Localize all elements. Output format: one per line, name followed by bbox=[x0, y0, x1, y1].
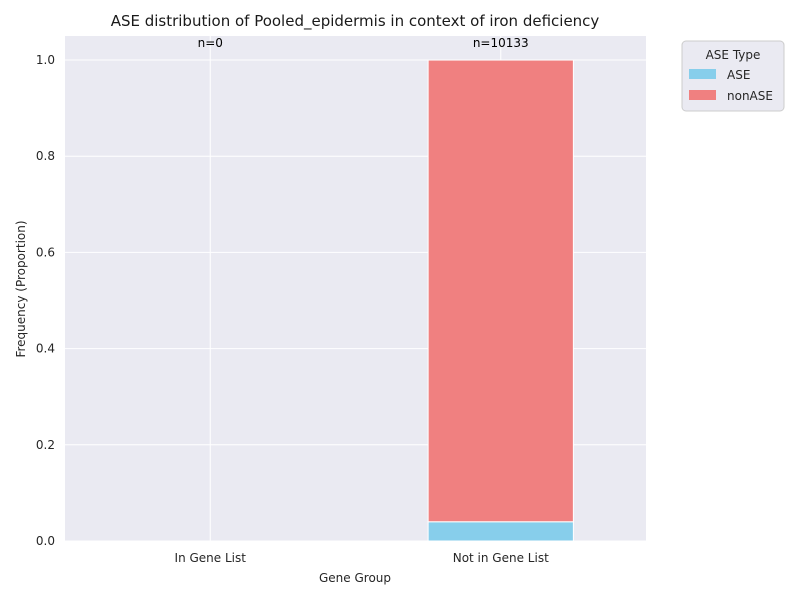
x-tick-label: In Gene List bbox=[175, 551, 247, 565]
legend: ASE Type ASE nonASE bbox=[681, 40, 785, 112]
y-tick-label: 1.0 bbox=[36, 53, 55, 67]
legend-label-ase: ASE bbox=[727, 68, 750, 82]
legend-swatch-nonase bbox=[689, 90, 716, 100]
y-axis-ticks: 0.0 0.2 0.4 0.6 0.8 1.0 bbox=[36, 53, 55, 548]
bars bbox=[427, 59, 574, 542]
legend-label-nonase: nonASE bbox=[727, 89, 773, 103]
legend-title: ASE Type bbox=[706, 48, 761, 62]
legend-swatch-ase bbox=[689, 69, 716, 79]
x-axis-ticks: In Gene List Not in Gene List bbox=[175, 551, 550, 565]
y-tick-label: 0.0 bbox=[36, 534, 55, 548]
bar-ase-1 bbox=[427, 521, 574, 542]
chart-title: ASE distribution of Pooled_epidermis in … bbox=[111, 12, 600, 31]
x-tick-label: Not in Gene List bbox=[453, 551, 549, 565]
y-tick-label: 0.6 bbox=[36, 245, 55, 259]
y-tick-label: 0.4 bbox=[36, 342, 55, 356]
bar-annotations: n=0 n=10133 bbox=[198, 36, 529, 50]
count-annotation: n=10133 bbox=[473, 36, 529, 50]
y-tick-label: 0.8 bbox=[36, 149, 55, 163]
bar-nonase-1 bbox=[427, 59, 574, 523]
count-annotation: n=0 bbox=[198, 36, 223, 50]
y-tick-label: 0.2 bbox=[36, 438, 55, 452]
y-axis-label: Frequency (Proportion) bbox=[14, 220, 28, 357]
x-axis-label: Gene Group bbox=[319, 571, 391, 585]
